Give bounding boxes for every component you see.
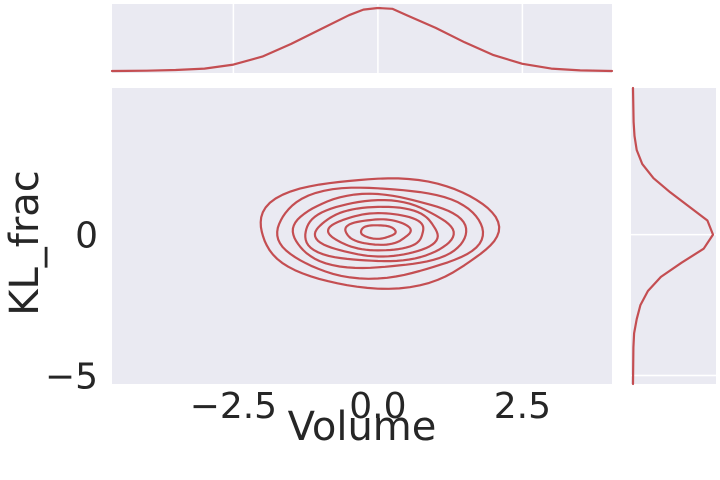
joint-panel [112,88,612,384]
contour-level-1 [276,186,485,280]
x-axis-label: Volume [288,404,437,450]
y-tick-label-0: −5 [45,357,98,398]
tick-labels: −2.5 0.0 2.5 −5 0 [45,216,551,427]
contour-level-3 [304,199,455,263]
y-tick-label-1: 0 [75,216,98,257]
kde-contours [259,177,501,290]
marginal-y-curve [631,86,715,386]
marginal-x-curve [110,6,614,73]
marginal-curves [110,6,715,386]
contour-level-6 [344,218,412,246]
contour-level-7 [359,224,397,240]
contour-level-0 [259,177,501,290]
y-axis-label: KL_frac [2,170,48,316]
x-tick-label-1: 0.0 [349,386,406,427]
x-tick-label-0: −2.5 [190,386,277,427]
contour-level-4 [313,205,439,258]
contour-level-2 [291,192,468,270]
marginal-x-panel [112,4,612,73]
grid-lines [232,4,716,377]
contour-level-5 [327,212,425,252]
x-tick-label-2: 2.5 [494,386,551,427]
marginal-y-panel [631,88,716,384]
